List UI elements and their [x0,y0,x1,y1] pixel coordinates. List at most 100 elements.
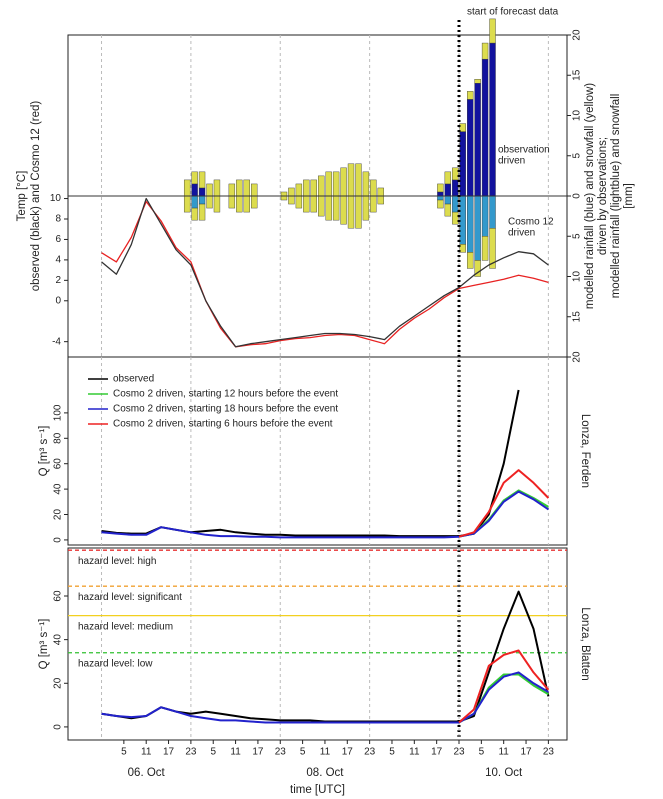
hazard-label: hazard level: significant [78,592,182,603]
x-tick-label: 5 [479,747,485,758]
precip-bar [437,183,444,193]
legend-label: Cosmo 2 driven, starting 12 hours before… [113,389,338,400]
precip-bar [236,179,243,197]
precip-bar [340,195,347,225]
precip-bar [191,183,198,197]
forecast-label: start of forecast data [467,7,559,18]
precip-bar [288,187,295,197]
y-tick-label: 0 [53,537,64,543]
precip-bar [481,58,489,197]
precip-bar [236,195,243,213]
precip-bar [191,207,198,221]
precip-bar [347,195,355,229]
precip-bar [295,195,303,209]
y-tick-label: 4 [55,255,61,266]
precip-bar [198,171,206,189]
annotation: driven [498,156,525,167]
y-tick-label: 0 [55,295,61,306]
series-line [458,649,550,724]
series-line [101,200,549,348]
legend-label: observed [113,374,154,385]
precip-bar [206,195,213,209]
hazard-label: hazard level: high [78,556,156,567]
x-tick-label: 11 [141,747,152,758]
legend-label: Cosmo 2 driven, starting 6 hours before … [113,419,333,430]
y2-tick-label: 5 [572,233,583,239]
series-line [101,671,549,724]
precip-bar [325,171,332,197]
right-label: Lonza, Ferden [579,414,591,488]
precip-bar [444,203,452,217]
series-line [101,490,549,539]
precip-bar [198,187,206,197]
precip-bar [474,83,481,197]
precip-bar [459,195,466,245]
precip-bar [243,179,250,197]
annotation: driven [508,228,535,239]
precip-bar [206,183,213,197]
x-tick-label: 23 [275,747,287,758]
y-tick-label: 100 [53,404,64,421]
legend-label: Cosmo 2 driven, starting 18 hours before… [113,404,338,415]
precip-bar [444,195,452,205]
y-tick-label: 40 [53,634,64,646]
precip-bar [452,211,459,225]
precip-bar [474,195,481,261]
precip-bar [303,195,310,213]
precip-bar [467,99,474,197]
y2-tick-label: 20 [572,29,583,41]
precip-bar [355,195,362,229]
y2-tick-label: 15 [572,311,583,323]
x-tick-label: 5 [300,747,306,758]
precip-bar [228,195,236,209]
y-tick-label: 80 [53,432,64,444]
y-tick-label: 0 [53,724,64,730]
x-tick-label: 17 [163,747,175,758]
y2-tick-label: 10 [572,271,583,283]
y-tick-label: 60 [53,590,64,602]
y-tick-label: 6 [55,234,61,245]
series-line [101,197,549,348]
precip-bar [280,191,288,197]
x-tick-label: 23 [185,747,197,758]
y-tick-label: -4 [52,336,61,347]
precip-bar [332,171,340,197]
precip-bar [325,195,332,221]
x-axis-label: time [UTC] [290,784,345,796]
precip-bar [183,195,191,213]
precip-bar [251,195,258,209]
hazard-label: hazard level: low [78,658,153,669]
precip-bar [474,79,481,84]
precip-bar [377,195,384,205]
y2-tick-label: 5 [572,153,583,159]
precip-bar [377,187,384,197]
y2-tick-label: 20 [572,351,583,363]
y2-axis-label: driven by observations; [597,137,609,255]
precip-bar [467,91,474,100]
date-label: 06. Oct [128,767,166,779]
precip-bar [288,195,295,205]
x-tick-label: 5 [389,747,395,758]
precip-bar [191,195,198,209]
x-tick-label: 23 [453,747,465,758]
y2-axis-label: [mm] [623,183,635,209]
precip-bar [228,183,236,197]
precip-bar [459,244,466,253]
precip-bar [437,199,444,209]
precip-bar [347,163,355,197]
precip-bar [251,183,258,197]
y-tick-label: 10 [50,193,62,204]
series-line [458,469,550,538]
precip-bar [280,195,288,201]
precip-bar [310,179,317,197]
y-tick-label: 20 [53,677,64,689]
annotation: Cosmo 12 [508,217,554,228]
x-tick-label: 11 [320,747,331,758]
y-tick-label: 60 [53,458,64,470]
x-tick-label: 17 [431,747,443,758]
precip-bar [452,195,459,213]
x-tick-label: 17 [520,747,532,758]
precip-bar [295,183,303,197]
x-tick-label: 11 [230,747,241,758]
